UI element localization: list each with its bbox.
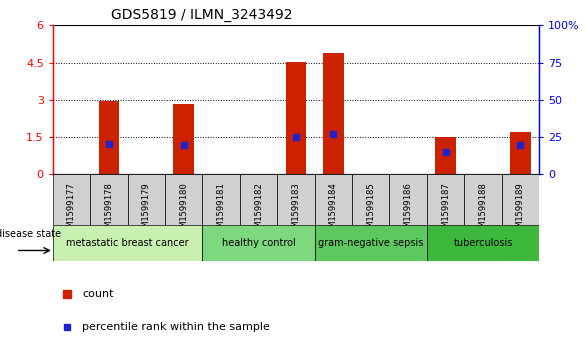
Bar <box>464 174 502 225</box>
Bar <box>173 104 194 174</box>
Text: count: count <box>82 289 114 299</box>
Bar <box>285 62 306 174</box>
Bar <box>240 174 277 225</box>
Text: percentile rank within the sample: percentile rank within the sample <box>82 322 270 332</box>
Bar <box>165 174 202 225</box>
Text: GSM1599179: GSM1599179 <box>142 182 151 236</box>
Bar <box>510 132 531 174</box>
Bar <box>53 174 90 225</box>
Text: metastatic breast cancer: metastatic breast cancer <box>66 238 189 248</box>
Text: disease state: disease state <box>0 229 62 239</box>
Text: GSM1599181: GSM1599181 <box>217 182 226 236</box>
Text: gram-negative sepsis: gram-negative sepsis <box>318 238 424 248</box>
Text: GSM1599184: GSM1599184 <box>329 182 338 236</box>
Bar <box>90 174 128 225</box>
Bar <box>315 174 352 225</box>
Bar <box>427 225 539 261</box>
Text: GDS5819 / ILMN_3243492: GDS5819 / ILMN_3243492 <box>111 8 292 22</box>
Text: GSM1599188: GSM1599188 <box>479 182 488 236</box>
Bar <box>53 225 202 261</box>
Text: GSM1599183: GSM1599183 <box>291 182 301 236</box>
Bar <box>202 225 315 261</box>
Text: healthy control: healthy control <box>222 238 295 248</box>
Text: GSM1599187: GSM1599187 <box>441 182 450 236</box>
Text: GSM1599189: GSM1599189 <box>516 182 525 236</box>
Text: GSM1599186: GSM1599186 <box>404 182 413 236</box>
Bar <box>128 174 165 225</box>
Bar <box>323 53 343 174</box>
Text: GSM1599178: GSM1599178 <box>104 182 113 236</box>
Bar <box>277 174 315 225</box>
Text: GSM1599185: GSM1599185 <box>366 182 375 236</box>
Bar <box>390 174 427 225</box>
Bar <box>435 137 456 174</box>
Bar <box>352 174 390 225</box>
Bar <box>427 174 464 225</box>
Text: GSM1599182: GSM1599182 <box>254 182 263 236</box>
Bar <box>502 174 539 225</box>
Text: tuberculosis: tuberculosis <box>454 238 513 248</box>
Bar <box>202 174 240 225</box>
Text: GSM1599177: GSM1599177 <box>67 182 76 236</box>
Text: GSM1599180: GSM1599180 <box>179 182 188 236</box>
Bar <box>315 225 427 261</box>
Bar <box>98 101 119 174</box>
